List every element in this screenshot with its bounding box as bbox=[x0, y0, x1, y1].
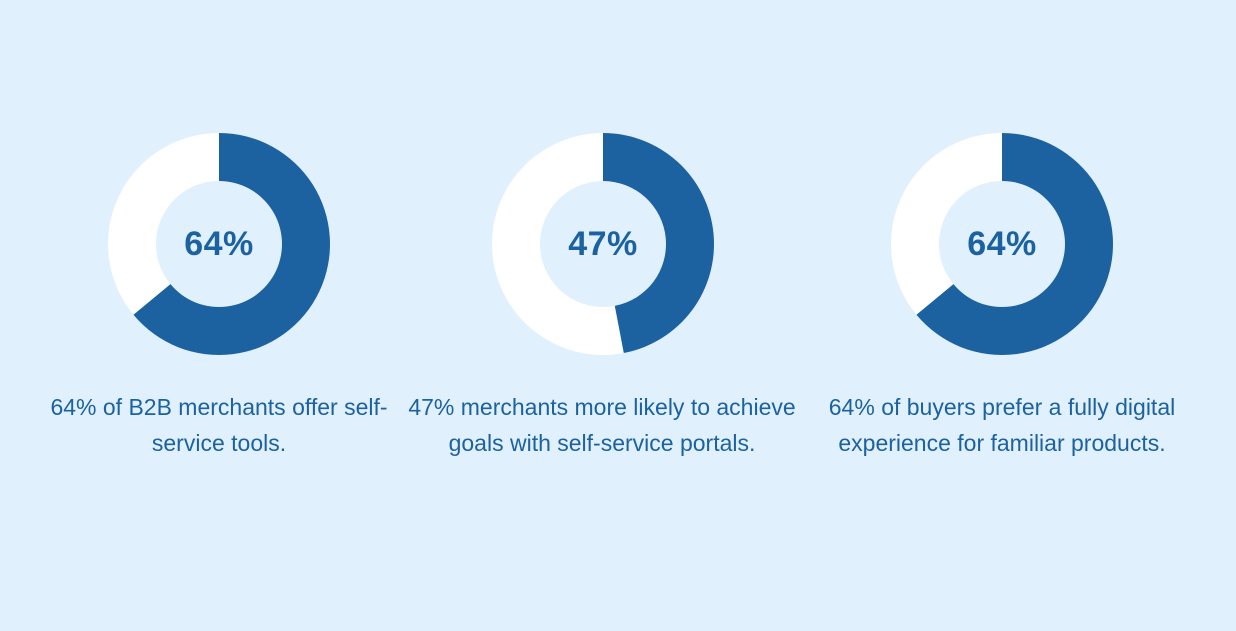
donut-3-remainder-segment bbox=[891, 133, 1002, 315]
donut-1-center-label: 64% bbox=[184, 225, 254, 263]
donut-svg-3 bbox=[891, 133, 1113, 355]
donut-1-value-segment bbox=[133, 133, 330, 355]
donut-svg-1 bbox=[107, 133, 330, 355]
donut-1-remainder-segment bbox=[107, 133, 219, 315]
donut-2-center-label: 47% bbox=[568, 225, 638, 263]
donut-2-value-segment bbox=[603, 133, 714, 354]
stat-3-caption: 64% of buyers prefer a fully digital exp… bbox=[828, 394, 1176, 456]
donut-3-value-segment bbox=[916, 133, 1113, 355]
donut-svg-2 bbox=[492, 133, 714, 355]
stat-2-caption: 47% merchants more likely to achieve goa… bbox=[408, 394, 796, 456]
donut-chart-3: 64% bbox=[891, 133, 1113, 355]
donut-chart-1: 64% bbox=[107, 133, 330, 355]
donut-2-remainder-segment bbox=[492, 133, 624, 355]
donut-chart-2: 47% bbox=[492, 133, 714, 355]
stat-1-caption: 64% of B2B merchants offer self-service … bbox=[50, 394, 388, 456]
donut-3-center-label: 64% bbox=[967, 225, 1037, 263]
